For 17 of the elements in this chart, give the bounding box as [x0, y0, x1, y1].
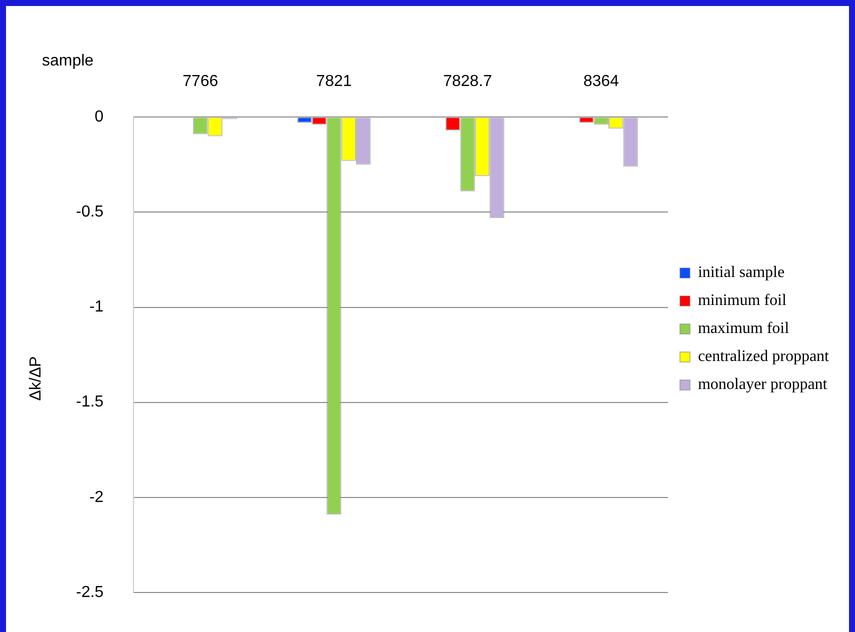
legend-label: centralized proppant	[698, 348, 830, 366]
y-tick-label: -1.5	[76, 394, 104, 411]
y-tick-label: -2.5	[76, 584, 104, 601]
x-tick-label: 7766	[182, 73, 218, 90]
y-tick-label: 0	[94, 108, 104, 126]
legend-label: initial sample	[698, 264, 785, 282]
legend-label: monolayer proppant	[698, 376, 828, 394]
y-axis-title: Δk/ΔP	[27, 356, 44, 401]
x-tick-label: 7821	[316, 73, 352, 90]
y-tick-label: -2	[89, 488, 104, 506]
x-tick-label: 8364	[583, 73, 620, 90]
legend-label: minimum foil	[698, 292, 787, 310]
legend-label: maximum foil	[698, 320, 790, 338]
x-tick-label: 7828.7	[443, 73, 492, 90]
x-axis-title: sample	[42, 52, 94, 70]
y-tick-label: -1	[89, 298, 104, 316]
y-tick-label: -0.5	[76, 204, 104, 221]
